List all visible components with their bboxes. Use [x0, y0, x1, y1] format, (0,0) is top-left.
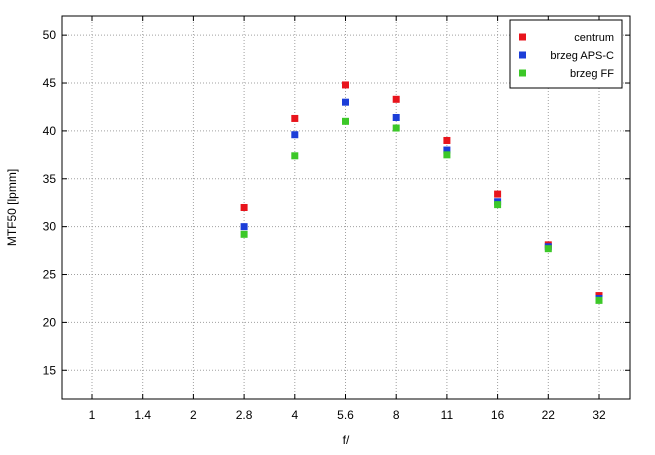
data-point [240, 223, 248, 231]
data-point [342, 98, 349, 106]
legend-box [509, 19, 623, 89]
x-tick-label: 8 [393, 408, 400, 422]
y-tick-label: 15 [43, 363, 57, 377]
y-tick-label: 40 [43, 124, 57, 138]
data-point [544, 245, 552, 253]
data-point [392, 95, 400, 103]
x-tick-label: 4 [291, 408, 298, 422]
x-tick-label: 22 [542, 408, 556, 422]
y-axis-label: MTF50 [lpmm] [5, 169, 19, 246]
y-tick-label: 30 [43, 220, 57, 234]
data-point [443, 151, 451, 159]
y-tick-label: 25 [43, 268, 57, 282]
legend-label: brzeg FF [570, 68, 614, 80]
legend: centrum brzeg APS-C brzeg FF [509, 19, 623, 89]
legend-marker [519, 33, 526, 41]
data-point [240, 230, 248, 238]
data-point [342, 117, 349, 125]
data-point [392, 124, 400, 132]
data-point [494, 201, 502, 209]
y-tick-label: 20 [43, 315, 57, 329]
legend-marker [519, 69, 526, 77]
data-point [392, 113, 400, 121]
x-tick-label: 32 [592, 408, 606, 422]
x-tick-label: 1 [89, 408, 96, 422]
y-axis: 15 20 25 30 35 40 45 50 [43, 28, 630, 377]
data-point [342, 81, 349, 89]
y-tick-label: 35 [43, 172, 57, 186]
x-tick-label: 16 [491, 408, 505, 422]
data-point [443, 146, 451, 154]
legend-marker [519, 51, 526, 59]
data-point [291, 131, 299, 139]
x-axis-label: f/ [343, 433, 350, 447]
data-point [240, 204, 248, 211]
data-point [291, 114, 299, 122]
y-tick-label: 50 [43, 28, 57, 42]
data-point [443, 136, 451, 144]
x-tick-label: 1.4 [134, 408, 151, 422]
x-tick-label: 11 [441, 408, 454, 422]
data-points [240, 81, 603, 304]
data-point [291, 152, 299, 160]
y-tick-label: 45 [43, 76, 57, 90]
legend-label: centrum [574, 32, 614, 44]
data-point [595, 296, 603, 304]
legend-label: brzeg APS-C [550, 50, 614, 62]
x-tick-label: 5.6 [337, 408, 354, 422]
x-axis: 1 1.4 2 2.8 4 5.6 8 11 16 22 32 [89, 16, 606, 422]
x-tick-label: 2.8 [236, 408, 253, 422]
data-point [494, 190, 502, 198]
x-tick-label: 2 [190, 408, 197, 422]
